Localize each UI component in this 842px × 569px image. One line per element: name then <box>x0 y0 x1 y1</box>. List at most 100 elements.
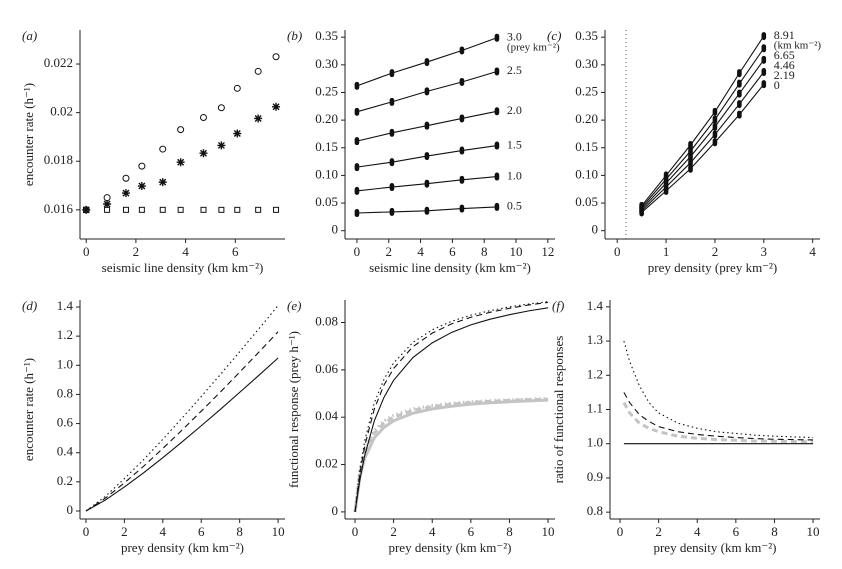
marker <box>255 206 262 213</box>
marker <box>389 207 395 216</box>
marker <box>737 69 742 78</box>
marker <box>200 206 207 213</box>
x-tick-label: 10 <box>542 524 555 539</box>
x-tick-label: 0 <box>614 244 621 259</box>
y-axis-label: encounter rate (h⁻¹) <box>21 83 36 186</box>
x-axis-label: prey density (km km⁻²) <box>653 540 776 555</box>
series-label: 0.5 <box>507 199 522 213</box>
x-axis-label: prey density (prey km⁻²) <box>648 260 778 275</box>
line <box>623 392 814 441</box>
x-tick-label: 0 <box>617 524 624 539</box>
marker <box>761 68 767 77</box>
x-tick-label: 4 <box>809 244 816 259</box>
y-axis-label: ratio of functional responses <box>551 336 566 484</box>
marker <box>389 128 395 137</box>
y-tick-label: 1.1 <box>587 400 603 415</box>
y-tick-label: 0.016 <box>44 201 74 216</box>
panel-label: (e) <box>287 298 301 313</box>
marker <box>639 208 644 217</box>
y-axis-label: encounter rate (h⁻¹) <box>21 358 36 461</box>
marker <box>254 114 263 123</box>
x-tick-label: 4 <box>417 244 424 259</box>
line <box>353 398 549 513</box>
y-tick-label: 0.35 <box>575 28 598 43</box>
marker <box>737 89 742 98</box>
y-tick-label: 0.2 <box>57 473 73 488</box>
line <box>622 401 814 444</box>
x-tick-label: 6 <box>198 524 205 539</box>
marker <box>121 189 130 198</box>
marker <box>688 164 693 173</box>
y-tick-label: 0.08 <box>315 313 338 328</box>
y-tick-label: 0.20 <box>575 111 598 126</box>
marker <box>459 175 465 184</box>
y-tick-label: 0.05 <box>315 194 338 209</box>
y-tick-label: 0.20 <box>315 111 338 126</box>
x-axis-label: seismic line density (km km⁻²) <box>369 260 531 275</box>
x-tick-label: 8 <box>481 244 488 259</box>
marker <box>104 206 111 213</box>
series-label: 6.65 <box>774 48 795 62</box>
marker <box>494 172 500 181</box>
y-tick-label: 0.02 <box>50 104 73 119</box>
y-tick-label: 0.9 <box>587 469 603 484</box>
marker <box>712 130 718 139</box>
line <box>85 357 279 512</box>
x-tick-label: 0 <box>83 244 90 259</box>
marker <box>494 141 500 150</box>
series-label: 2.5 <box>507 63 522 77</box>
marker <box>737 100 742 109</box>
marker <box>272 53 280 61</box>
x-tick-label: 2 <box>712 244 719 259</box>
marker <box>761 44 767 53</box>
x-tick-label: 0 <box>354 244 361 259</box>
marker <box>217 104 225 112</box>
x-tick-label: 6 <box>449 244 456 259</box>
marker <box>459 77 465 86</box>
x-tick-label: 6 <box>232 244 239 259</box>
series-label: 2.0 <box>507 103 522 117</box>
line <box>85 305 279 512</box>
y-tick-label: 0.4 <box>57 444 74 459</box>
line <box>641 71 765 212</box>
y-tick-label: 0.05 <box>575 194 598 209</box>
marker <box>273 206 280 213</box>
y-axis-label: functional response (prey h⁻¹) <box>286 331 301 488</box>
marker <box>103 200 112 209</box>
marker <box>354 107 360 116</box>
x-tick-label: 12 <box>541 244 554 259</box>
marker <box>254 67 262 75</box>
line <box>354 301 549 512</box>
series-label: 1.0 <box>507 168 522 182</box>
x-tick-label: 4 <box>429 524 436 539</box>
y-tick-label: 0.018 <box>44 152 73 167</box>
marker <box>459 46 465 55</box>
x-axis-label: prey density (km km⁻²) <box>388 540 511 555</box>
marker <box>712 107 718 116</box>
y-tick-label: 0 <box>332 503 339 518</box>
marker <box>424 179 430 188</box>
x-tick-label: 3 <box>761 244 768 259</box>
series-label: 4.46 <box>774 58 795 72</box>
marker <box>494 33 500 42</box>
marker <box>176 158 185 167</box>
marker <box>712 115 718 124</box>
unit-note: (prey km⁻²) <box>507 41 560 53</box>
y-tick-label: 0.15 <box>575 139 598 154</box>
line <box>354 301 549 512</box>
marker <box>234 206 241 213</box>
panel-label: (a) <box>22 28 37 43</box>
marker <box>82 205 91 214</box>
marker <box>389 69 395 78</box>
marker <box>494 202 500 211</box>
marker <box>389 97 395 106</box>
series-label: 2.19 <box>774 68 795 82</box>
x-tick-label: 0 <box>83 524 90 539</box>
x-tick-label: 2 <box>655 524 662 539</box>
marker <box>103 194 111 202</box>
marker <box>272 102 281 111</box>
marker <box>138 162 146 170</box>
series-label: 0 <box>774 78 780 92</box>
marker <box>712 138 718 147</box>
